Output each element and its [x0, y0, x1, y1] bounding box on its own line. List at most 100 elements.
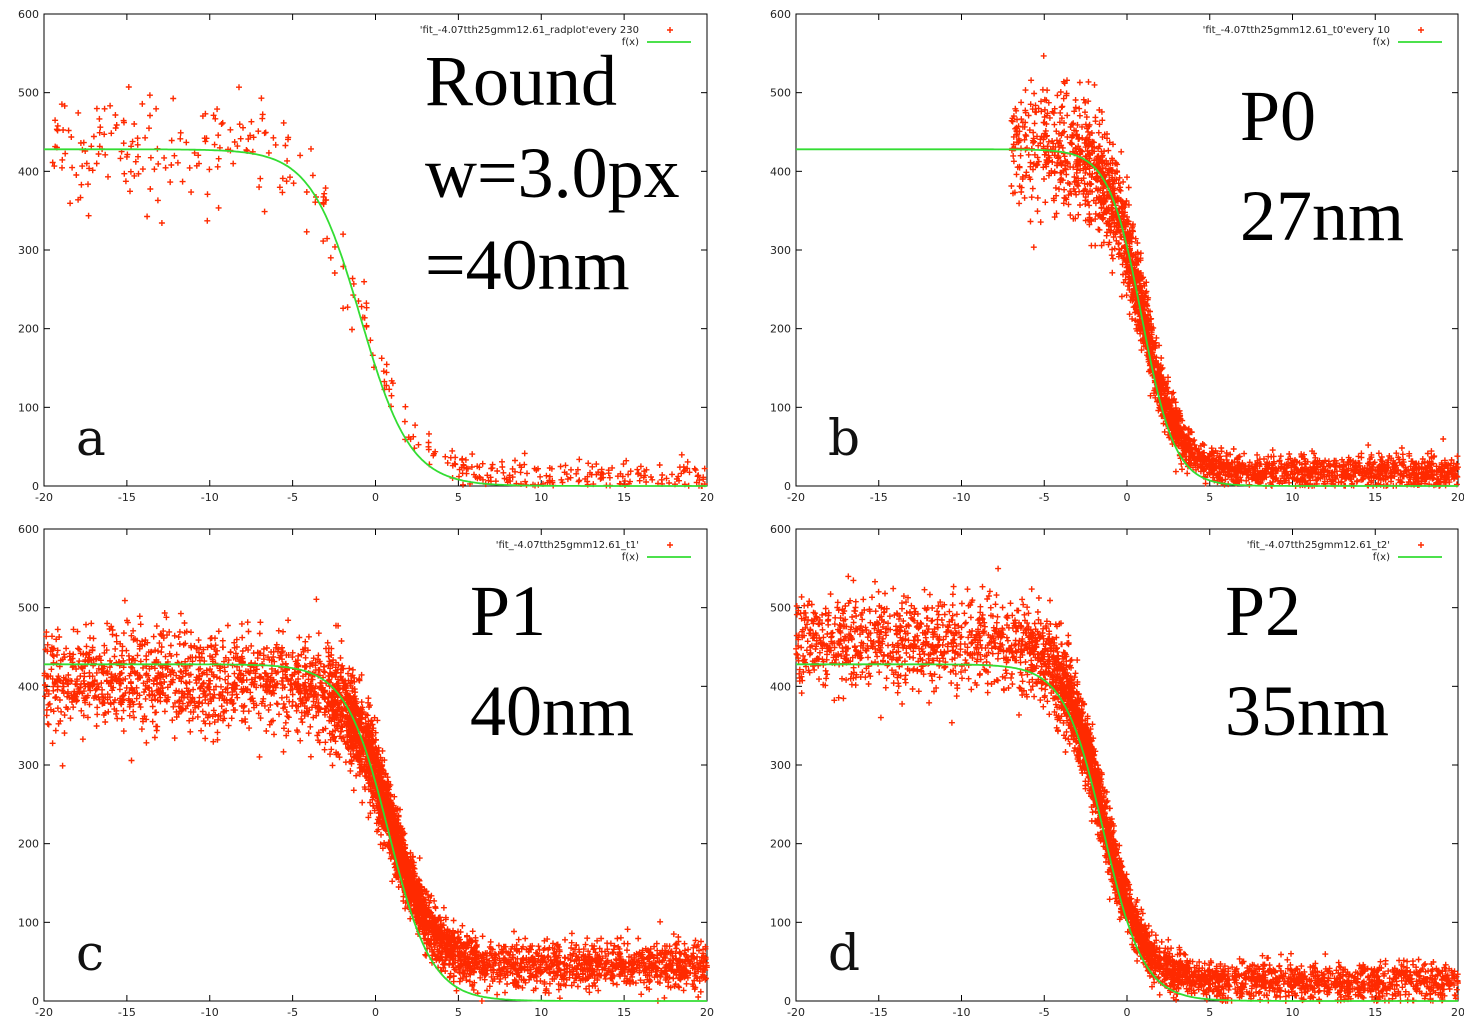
x-tick-label: -5: [287, 491, 298, 504]
annotation-line: Round: [425, 41, 617, 121]
legend-label: f(x): [622, 552, 639, 563]
fit-curve: [796, 148, 1458, 487]
y-tick-label: 400: [18, 680, 39, 693]
legend-label: f(x): [1373, 37, 1390, 48]
y-tick-label: 100: [770, 401, 791, 414]
panel-letter: b: [828, 409, 860, 467]
y-tick-label: 500: [18, 87, 39, 100]
y-tick-label: 500: [18, 602, 39, 615]
legend-points-marker: [1418, 27, 1424, 33]
annotation-line: 35nm: [1225, 671, 1389, 751]
scatter-points: [41, 596, 710, 1004]
y-tick-label: 400: [18, 165, 39, 178]
y-tick-label: 600: [770, 523, 791, 536]
fit-curve: [796, 663, 1458, 1002]
legend-label: 'fit_-4.07tth25gmm12.61_radplot'every 23…: [420, 25, 639, 36]
y-tick-label: 300: [770, 759, 791, 772]
panel-b: -20 -15 -10 -5 0 5 10 15 200100200300400500600'f…: [770, 8, 1464, 504]
x-tick-label: -10: [201, 491, 219, 504]
x-tick-label: -15: [118, 1006, 136, 1019]
legend-points-marker: [667, 27, 673, 33]
x-tick-label: 0: [1124, 1006, 1131, 1019]
annotation-line: P0: [1240, 76, 1316, 156]
legend-label: 'fit_-4.07tth25gmm12.61_t0'every 10: [1203, 25, 1390, 36]
x-tick-label: -20: [35, 1006, 53, 1019]
x-tick-label: -10: [953, 491, 971, 504]
scatter-points: [1008, 52, 1461, 489]
x-tick-label: -5: [1039, 1006, 1050, 1019]
annotation-line: 40nm: [470, 671, 634, 751]
x-tick-label: 5: [1206, 491, 1213, 504]
y-tick-label: 600: [18, 8, 39, 21]
annotation-line: 27nm: [1240, 176, 1404, 256]
scatter-points: [793, 565, 1461, 1004]
panel-c: -20 -15 -10 -5 0 5 10 15 200100200300400500600'f…: [18, 523, 714, 1019]
x-tick-label: 5: [455, 491, 462, 504]
y-tick-label: 500: [770, 87, 791, 100]
legend-label: f(x): [622, 37, 639, 48]
panel-a: -20 -15 -10 -5 0 5 10 15 200100200300400500600'f…: [18, 8, 714, 504]
y-tick-label: 0: [784, 480, 791, 493]
x-tick-label: -20: [787, 1006, 805, 1019]
y-tick-label: 600: [770, 8, 791, 21]
y-tick-label: 300: [770, 244, 791, 257]
x-tick-label: 15: [1368, 1006, 1382, 1019]
y-tick-label: 0: [784, 995, 791, 1008]
x-tick-label: -10: [953, 1006, 971, 1019]
x-tick-label: 10: [1286, 1006, 1300, 1019]
legend-label: 'fit_-4.07tth25gmm12.61_t1': [496, 540, 639, 551]
x-tick-label: 10: [534, 491, 548, 504]
annotation-line: w=3.0px: [425, 133, 680, 213]
x-tick-label: -5: [287, 1006, 298, 1019]
y-tick-label: 500: [770, 602, 791, 615]
y-tick-label: 300: [18, 244, 39, 257]
y-tick-label: 600: [18, 523, 39, 536]
x-tick-label: 10: [534, 1006, 548, 1019]
x-tick-label: -10: [201, 1006, 219, 1019]
x-tick-label: 20: [1451, 1006, 1464, 1019]
annotation-line: =40nm: [425, 225, 630, 305]
legend-label: 'fit_-4.07tth25gmm12.61_t2': [1247, 540, 1390, 551]
x-tick-label: 5: [455, 1006, 462, 1019]
x-tick-label: 10: [1286, 491, 1300, 504]
y-tick-label: 200: [770, 323, 791, 336]
y-tick-label: 100: [18, 401, 39, 414]
x-tick-label: 15: [1368, 491, 1382, 504]
panel-letter: a: [76, 409, 106, 467]
x-tick-label: 5: [1206, 1006, 1213, 1019]
x-tick-label: 20: [700, 491, 714, 504]
x-tick-label: 15: [617, 1006, 631, 1019]
y-tick-label: 100: [770, 916, 791, 929]
x-tick-label: -15: [118, 491, 136, 504]
x-tick-label: -5: [1039, 491, 1050, 504]
y-tick-label: 200: [18, 323, 39, 336]
x-tick-label: -15: [870, 1006, 888, 1019]
x-tick-label: -15: [870, 491, 888, 504]
annotation-line: P2: [1225, 571, 1301, 651]
x-tick-label: 0: [1124, 491, 1131, 504]
fit-curve: [44, 148, 707, 487]
panel-letter: c: [76, 924, 104, 982]
panel-letter: d: [828, 924, 860, 982]
x-tick-label: 0: [372, 491, 379, 504]
scatter-points: [49, 84, 708, 489]
x-tick-label: -20: [787, 491, 805, 504]
x-tick-label: 20: [700, 1006, 714, 1019]
legend-points-marker: [667, 542, 673, 548]
y-tick-label: 0: [32, 480, 39, 493]
x-tick-label: -20: [35, 491, 53, 504]
y-tick-label: 200: [770, 838, 791, 851]
x-tick-label: 15: [617, 491, 631, 504]
annotation-line: P1: [470, 571, 546, 651]
legend-points-marker: [1418, 542, 1424, 548]
y-tick-label: 100: [18, 916, 39, 929]
panel-d: -20 -15 -10 -5 0 5 10 15 200100200300400500600'f…: [770, 523, 1464, 1019]
y-tick-label: 400: [770, 680, 791, 693]
legend-label: f(x): [1373, 552, 1390, 563]
fit-curve: [44, 663, 707, 1002]
x-tick-label: 0: [372, 1006, 379, 1019]
y-tick-label: 200: [18, 838, 39, 851]
y-tick-label: 400: [770, 165, 791, 178]
y-tick-label: 300: [18, 759, 39, 772]
